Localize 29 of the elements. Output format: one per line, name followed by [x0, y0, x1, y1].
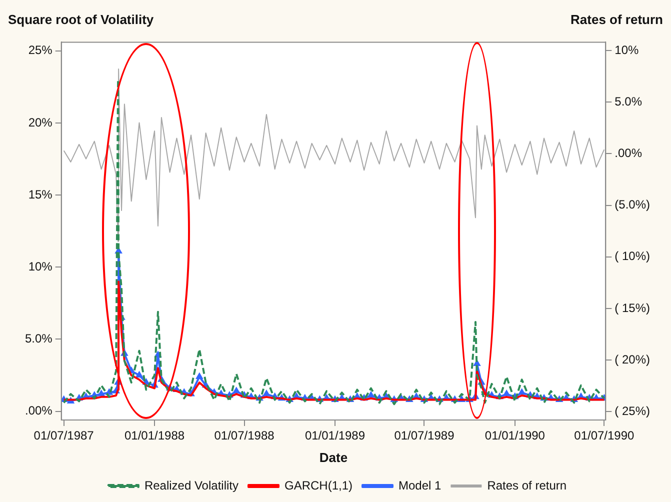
x-tick-label: 01/07/1990: [574, 428, 635, 443]
y2-tick-label: 10%: [614, 42, 640, 57]
y-tick-label: 5.0%: [24, 332, 53, 346]
y2-tick-label: ( 15%): [614, 300, 650, 315]
x-tick-label: 01/01/1989: [304, 428, 366, 443]
legend-label: GARCH(1,1): [284, 478, 353, 492]
y2-tick-label: .00%: [614, 146, 642, 160]
y2-tick-label: ( 25%): [614, 404, 650, 418]
y-tick-label: 15%: [28, 187, 53, 202]
x-tick-label: 01/01/1990: [484, 428, 546, 443]
y2-tick-label: ( 20%): [614, 352, 650, 366]
y2-axis-title: Rates of return: [570, 12, 663, 27]
x-tick-label: 01/07/1987: [34, 428, 94, 443]
y-tick-label: 20%: [28, 115, 53, 130]
x-tick-label: 01/07/1989: [394, 428, 455, 443]
y-axis-title: Square root of Volatility: [8, 12, 154, 27]
line-series: [62, 78, 606, 406]
y-tick-label: .00%: [24, 404, 53, 418]
legend-label: Model 1: [398, 478, 442, 492]
x-tick-label: 01/01/1988: [124, 428, 185, 443]
y-tick-label: 10%: [28, 259, 53, 274]
y-tick-label: 25%: [28, 43, 53, 58]
y2-tick-label: ( 10%): [614, 249, 650, 264]
legend-label: Rates of return: [487, 478, 567, 492]
x-tick-label: 01/07/1988: [214, 428, 275, 443]
y2-tick-label: (5.0%): [614, 198, 650, 212]
x-axis-title: Date: [319, 450, 348, 465]
legend-label: Realized Volatility: [144, 478, 238, 492]
y2-tick-label: 5.0%: [614, 94, 642, 108]
